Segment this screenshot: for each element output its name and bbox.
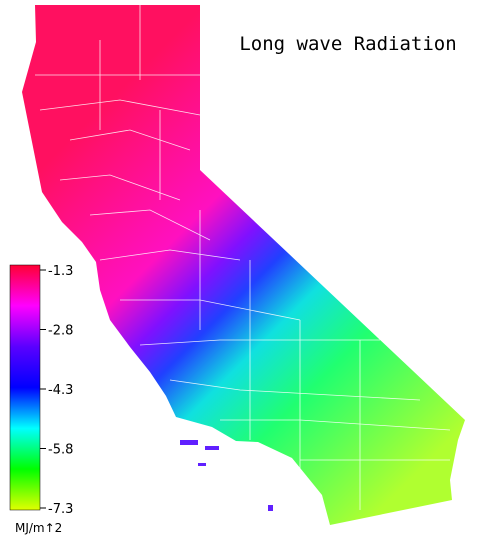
county-lines xyxy=(35,5,451,510)
colorbar xyxy=(9,264,41,511)
colorbar-label: MJ/m↑2 xyxy=(15,521,62,535)
colorbar-ticks: -1.3 -2.8 -4.3 -5.8 -7.3 xyxy=(40,264,73,517)
tick-label: -1.3 xyxy=(48,264,73,279)
map-title: Long wave Radiation xyxy=(239,33,456,55)
tick-label: -4.3 xyxy=(48,383,73,398)
islands xyxy=(180,440,273,511)
tick-label: -2.8 xyxy=(48,324,73,339)
state-shape xyxy=(22,5,465,525)
tick-label: -7.3 xyxy=(48,502,73,517)
tick-label: -5.8 xyxy=(48,443,73,458)
